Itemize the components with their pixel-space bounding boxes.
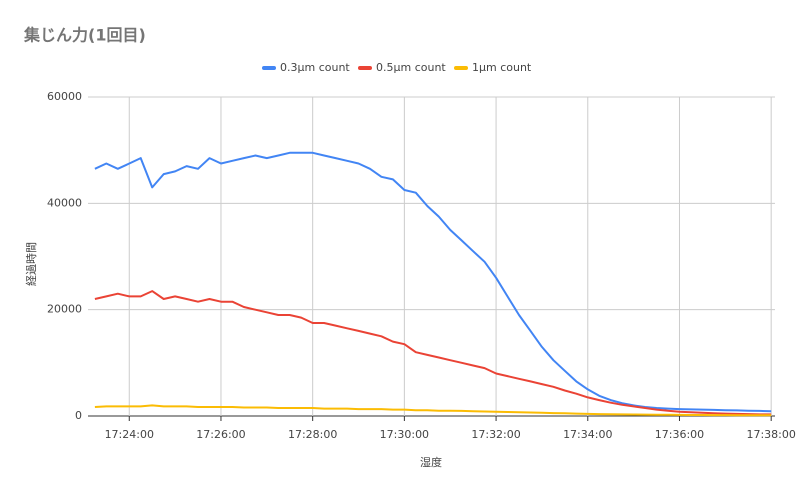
x-tick-label: 17:32:00: [471, 428, 520, 441]
legend-label: 0.3µm count: [280, 61, 350, 74]
x-tick-label: 17:24:00: [105, 428, 154, 441]
legend-label: 0.5µm count: [376, 61, 446, 74]
y-axis-label: 経過時間: [25, 242, 38, 286]
line-series: [94, 151, 772, 413]
x-tick-label: 17:28:00: [288, 428, 337, 441]
line-series: [94, 404, 772, 417]
x-tick-label: 17:30:00: [380, 428, 429, 441]
y-tick-label: 40000: [47, 196, 82, 209]
y-tick-label: 0: [75, 409, 82, 422]
x-tick-label: 17:26:00: [196, 428, 245, 441]
x-tick-label: 17:34:00: [563, 428, 612, 441]
x-tick-label: 17:36:00: [655, 428, 704, 441]
x-axis-label: 湿度: [420, 455, 442, 469]
y-tick-label: 20000: [47, 303, 82, 316]
legend-label: 1µm count: [472, 61, 532, 74]
line-series: [94, 290, 772, 416]
chart-title: 集じん力(1回目): [23, 26, 146, 45]
y-tick-label: 60000: [47, 90, 82, 103]
x-tick-label: 17:38:00: [746, 428, 795, 441]
